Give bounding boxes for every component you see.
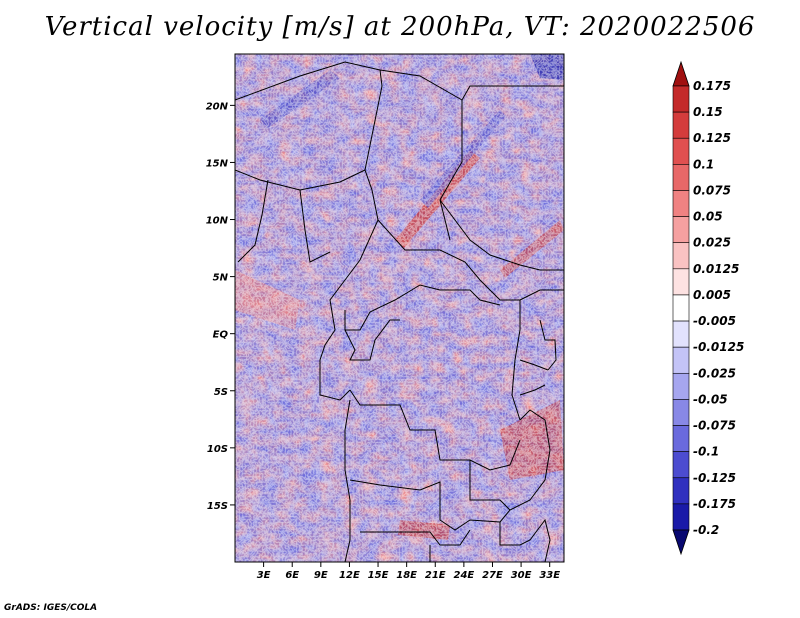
latitude-axis: 20N 15N 10N 5N EQ 5S 10S 15S xyxy=(206,101,235,512)
colorbar-label: 0.175 xyxy=(693,79,731,93)
colorbar-label: -0.125 xyxy=(693,471,736,485)
colorbar-swatch xyxy=(672,242,690,270)
lon-tick-label: 9E xyxy=(314,570,328,581)
lat-tick-label: 15N xyxy=(206,158,229,169)
colorbar-label: -0.025 xyxy=(693,366,736,380)
lat-tick-label: 15S xyxy=(207,501,228,512)
colorbar-label: 0.025 xyxy=(693,236,731,250)
colorbar-label: -0.005 xyxy=(693,314,736,328)
lat-tick-label: 10S xyxy=(207,444,228,455)
colorbar-label: 0.05 xyxy=(693,210,723,224)
colorbar-swatch xyxy=(672,372,690,400)
colorbar-swatch xyxy=(672,164,690,191)
colorbar-label: 0.15 xyxy=(693,105,723,119)
velocity-field xyxy=(235,54,564,562)
lon-tick-label: 33E xyxy=(539,570,560,581)
colorbar-swatch xyxy=(672,85,690,113)
colorbar-swatch xyxy=(672,294,690,322)
colorbar-label: -0.05 xyxy=(693,392,728,406)
colorbar-swatch xyxy=(672,503,690,531)
colorbar-swatch xyxy=(672,346,690,374)
lat-tick-label: 20N xyxy=(206,101,229,112)
colorbar-swatch xyxy=(672,137,690,165)
colorbar-label: 0.005 xyxy=(693,288,731,302)
lon-tick-label: 24E xyxy=(453,570,474,581)
colorbar-top-arrow xyxy=(672,60,690,87)
colorbar-swatch xyxy=(672,268,690,296)
lon-tick-label: 12E xyxy=(339,570,360,581)
colorbar-swatch xyxy=(672,320,690,348)
colorbar-label: -0.075 xyxy=(693,419,736,433)
lon-tick-label: 21E xyxy=(425,570,446,581)
lat-tick-label: EQ xyxy=(213,330,229,341)
colorbar-label: 0.125 xyxy=(693,131,731,145)
lon-tick-label: 27E xyxy=(482,570,503,581)
colorbar-bottom-arrow xyxy=(672,529,690,556)
lon-tick-label: 18E xyxy=(396,570,417,581)
lat-tick-label: 5S xyxy=(214,387,228,398)
lon-tick-label: 15E xyxy=(368,570,389,581)
country-borders xyxy=(235,61,564,562)
colorbar-swatch xyxy=(672,425,690,452)
lon-tick-label: 3E xyxy=(257,570,271,581)
colorbar-label: -0.175 xyxy=(693,497,736,511)
colorbar-swatch xyxy=(672,451,690,479)
colorbar-swatch xyxy=(672,477,690,505)
colorbar-label: -0.0125 xyxy=(693,340,744,354)
colorbar-label: 0.0125 xyxy=(693,262,739,276)
colorbar-label: -0.1 xyxy=(693,445,719,459)
chart-title: Vertical velocity [m/s] at 200hPa, VT: 2… xyxy=(44,12,756,42)
colorbar-label: -0.2 xyxy=(693,523,719,537)
lon-tick-label: 30E xyxy=(511,570,532,581)
colorbar-label: 0.1 xyxy=(693,157,714,171)
longitude-axis: 3E 6E 9E 12E 15E 18E 21E 24E 27E 30E 33E xyxy=(257,562,560,581)
colorbar-swatch xyxy=(672,111,690,139)
lat-tick-label: 10N xyxy=(206,216,229,227)
colorbar-swatch xyxy=(672,190,690,217)
map-frame xyxy=(234,53,565,563)
colorbar-swatch xyxy=(672,216,690,244)
colorbar-swatch xyxy=(672,399,690,426)
colorbar-label: 0.075 xyxy=(693,183,731,197)
grads-credit: GrADS: IGES/COLA xyxy=(4,603,98,613)
lon-tick-label: 6E xyxy=(285,570,299,581)
lat-tick-label: 5N xyxy=(213,273,229,284)
